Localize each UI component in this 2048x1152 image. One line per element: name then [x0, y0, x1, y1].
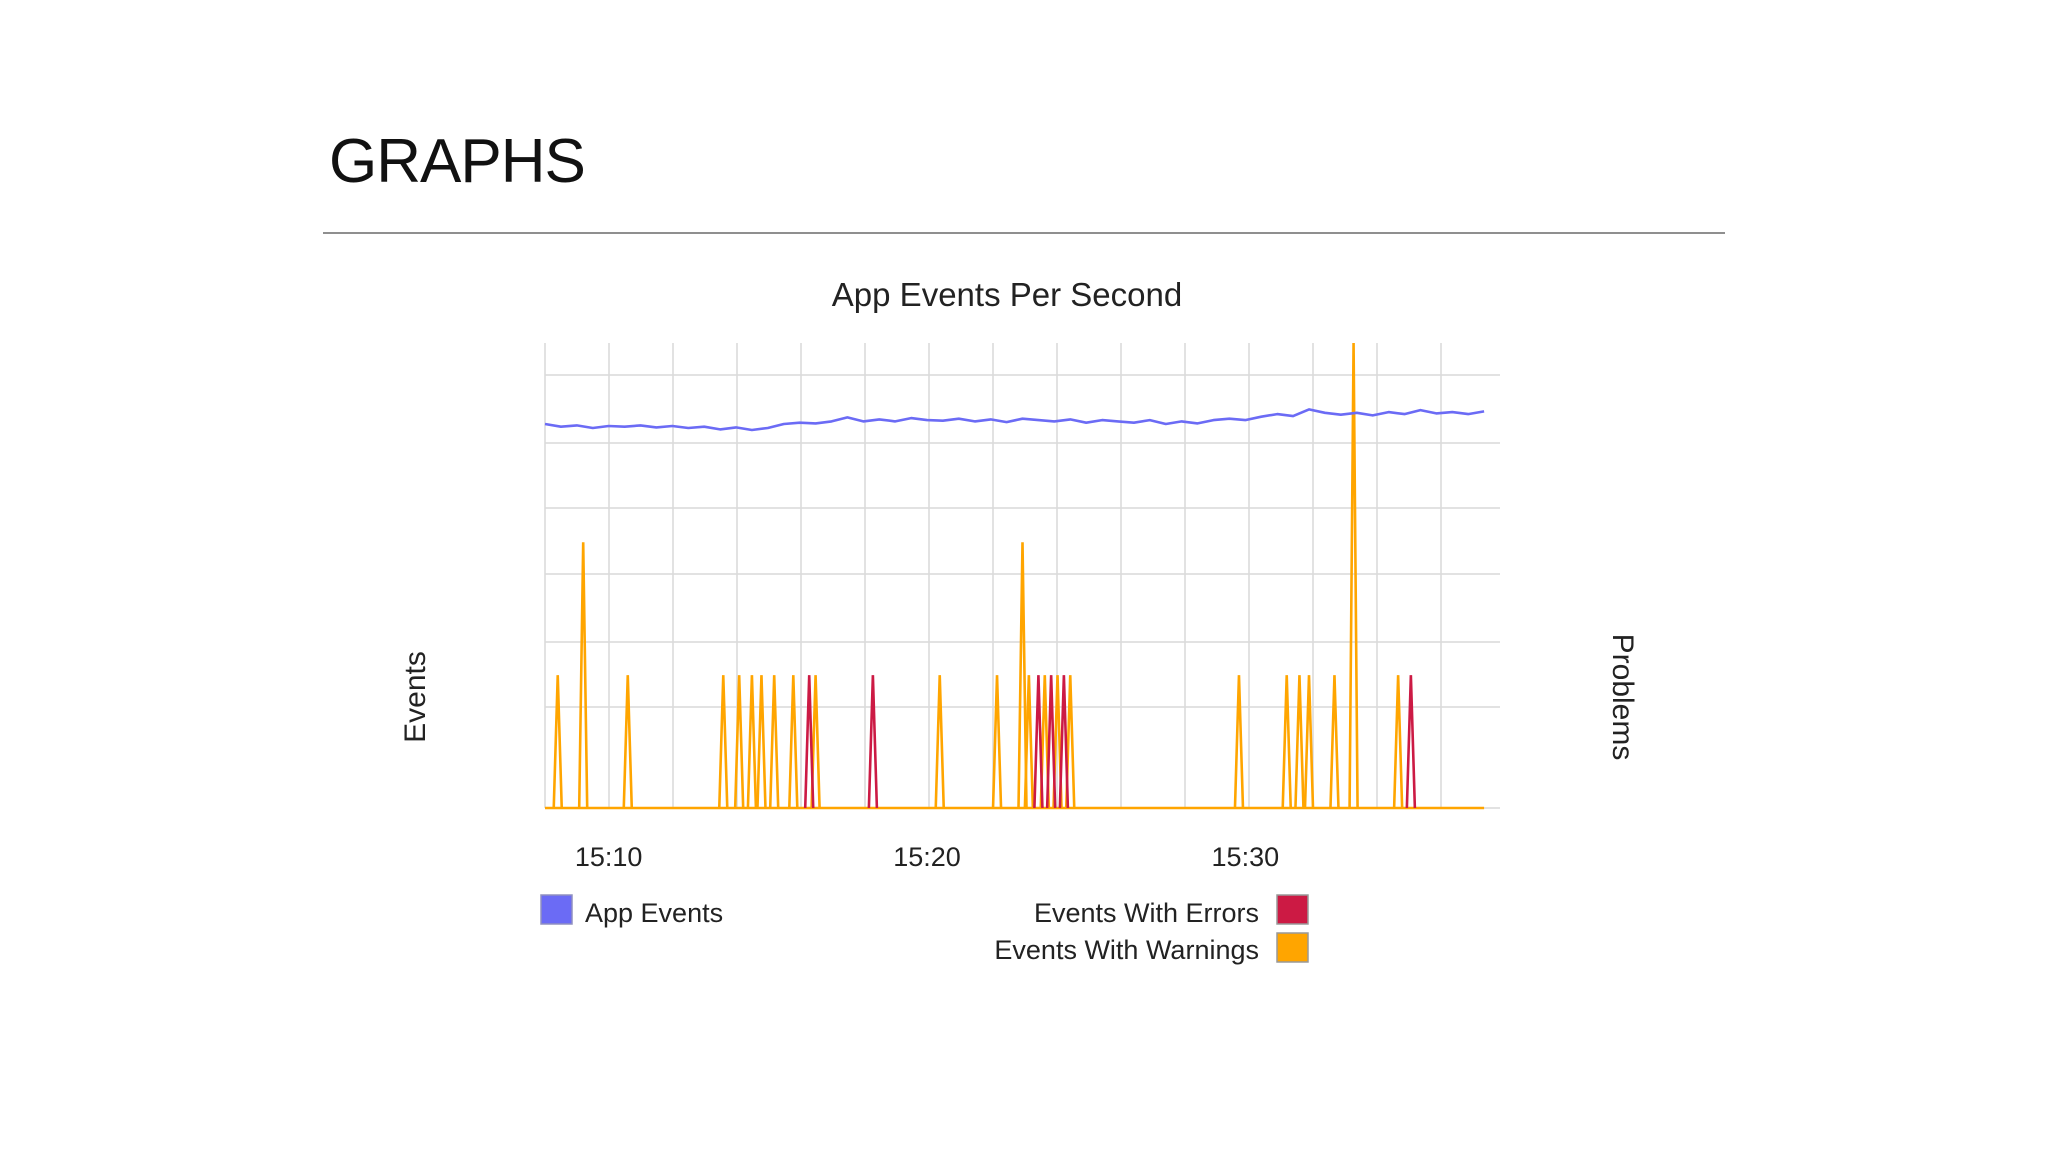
warning-spike-13	[1023, 675, 1035, 809]
warning-spike-6	[756, 675, 767, 809]
y-axis-label-left: Events	[399, 651, 432, 743]
warning-spike-1	[577, 542, 589, 809]
warning-spike-4	[733, 675, 745, 809]
warning-spike-7	[768, 675, 780, 809]
warning-spike-10	[934, 675, 946, 809]
warning-spike-18	[1281, 675, 1293, 809]
legend-label-app-events: App Events	[585, 898, 723, 928]
warnings-series	[545, 342, 1485, 810]
chart-legend: App Events Events With Errors Events With …	[540, 894, 1309, 965]
chart-title: App Events Per Second	[832, 276, 1182, 313]
warning-spike-3	[717, 675, 729, 809]
error-spike-3	[1045, 675, 1057, 809]
legend-swatch-app-events	[540, 894, 573, 925]
warning-spike-23	[1392, 675, 1404, 809]
error-spike-1	[867, 675, 879, 809]
x-tick-label-0: 15:10	[575, 842, 643, 872]
legend-label-errors: Events With Errors	[1034, 898, 1259, 928]
warning-spike-2	[622, 675, 634, 809]
app-events-series	[544, 408, 1485, 432]
warning-spike-0	[552, 675, 564, 809]
y-axis-label-right: Problems	[1606, 634, 1639, 761]
error-spike-4	[1058, 675, 1070, 809]
warning-spike-8	[788, 675, 799, 809]
slide-title: GRAPHS	[329, 127, 586, 196]
warning-spike-20	[1303, 675, 1315, 809]
error-spike-0	[803, 675, 815, 809]
x-tick-label-1: 15:20	[893, 842, 961, 872]
legend-swatch-warnings	[1276, 932, 1309, 963]
warning-spike-22	[1348, 342, 1359, 809]
warning-spike-21	[1329, 675, 1340, 809]
x-tick-label-2: 15:30	[1212, 842, 1280, 872]
warning-spike-5	[746, 675, 758, 809]
error-spike-2	[1033, 675, 1044, 809]
errors-series	[803, 675, 1417, 809]
warning-spike-17	[1233, 675, 1245, 809]
warning-spike-12	[1017, 542, 1028, 809]
warning-spike-11	[991, 675, 1003, 809]
warning-spike-19	[1294, 675, 1305, 809]
title-divider	[323, 232, 1725, 234]
legend-swatch-errors	[1276, 894, 1309, 925]
x-axis-ticks: 15:10 15:20 15:30	[575, 842, 1279, 872]
error-spike-5	[1405, 675, 1417, 809]
legend-label-warnings: Events With Warnings	[994, 935, 1259, 965]
app-events-line	[544, 408, 1485, 432]
